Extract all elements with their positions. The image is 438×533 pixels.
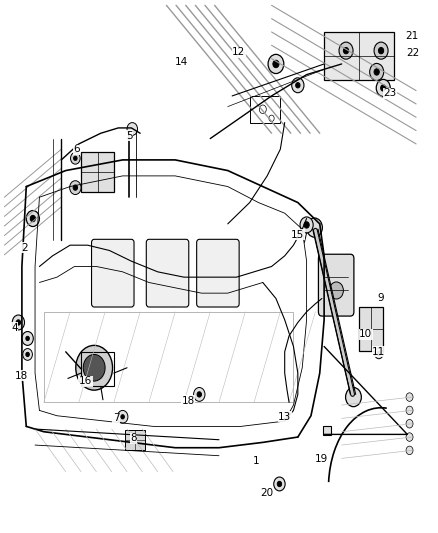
Text: 1: 1 <box>253 456 260 466</box>
Text: 7: 7 <box>113 414 120 423</box>
Text: 8: 8 <box>130 433 137 443</box>
Text: 19: 19 <box>315 455 328 464</box>
FancyBboxPatch shape <box>197 239 239 307</box>
Circle shape <box>376 79 390 96</box>
Circle shape <box>370 63 384 80</box>
Circle shape <box>12 315 25 330</box>
Circle shape <box>378 47 384 54</box>
Text: 13: 13 <box>278 412 291 422</box>
Circle shape <box>381 85 386 91</box>
Circle shape <box>374 69 379 75</box>
Circle shape <box>374 42 388 59</box>
FancyBboxPatch shape <box>318 254 354 316</box>
Circle shape <box>406 419 413 428</box>
Circle shape <box>304 222 309 228</box>
Circle shape <box>26 352 29 357</box>
Circle shape <box>406 406 413 415</box>
Circle shape <box>76 345 113 390</box>
Circle shape <box>197 392 201 397</box>
Bar <box>324 32 394 80</box>
Text: 14: 14 <box>175 58 188 67</box>
Circle shape <box>406 446 413 455</box>
Text: 6: 6 <box>73 144 80 154</box>
Bar <box>323 426 331 435</box>
Bar <box>81 152 114 192</box>
Bar <box>81 352 114 386</box>
Text: 11: 11 <box>372 347 385 357</box>
Text: 15: 15 <box>291 230 304 239</box>
Circle shape <box>296 83 300 88</box>
Circle shape <box>127 123 138 135</box>
Circle shape <box>300 217 313 233</box>
Text: 23: 23 <box>383 88 396 98</box>
Circle shape <box>121 415 124 419</box>
Circle shape <box>339 42 353 59</box>
Text: 18: 18 <box>15 371 28 381</box>
Circle shape <box>16 320 21 325</box>
Circle shape <box>73 185 78 190</box>
Circle shape <box>117 410 128 423</box>
Bar <box>359 307 383 351</box>
Bar <box>250 96 280 123</box>
Text: 18: 18 <box>182 396 195 406</box>
Circle shape <box>71 152 80 164</box>
Circle shape <box>277 481 282 487</box>
FancyBboxPatch shape <box>146 239 189 307</box>
Text: 20: 20 <box>261 488 274 498</box>
Circle shape <box>22 332 33 345</box>
FancyBboxPatch shape <box>92 239 134 307</box>
Circle shape <box>329 282 343 299</box>
Circle shape <box>26 336 29 341</box>
Circle shape <box>307 218 322 237</box>
Text: 22: 22 <box>406 49 419 58</box>
Circle shape <box>30 215 35 222</box>
Circle shape <box>70 181 81 195</box>
Circle shape <box>406 393 413 401</box>
Text: 4: 4 <box>11 323 18 333</box>
Text: 16: 16 <box>79 376 92 386</box>
Text: 21: 21 <box>405 31 418 41</box>
Circle shape <box>292 78 304 93</box>
Bar <box>44 312 293 402</box>
Circle shape <box>74 156 77 160</box>
Text: 5: 5 <box>126 131 133 141</box>
Circle shape <box>23 349 32 360</box>
Circle shape <box>194 387 205 401</box>
Text: 9: 9 <box>378 294 385 303</box>
Circle shape <box>268 54 284 74</box>
Text: 2: 2 <box>21 243 28 253</box>
Circle shape <box>274 477 285 491</box>
Circle shape <box>377 351 381 356</box>
Circle shape <box>374 348 383 359</box>
Circle shape <box>346 387 361 407</box>
Circle shape <box>26 211 39 227</box>
Text: 10: 10 <box>359 329 372 339</box>
Bar <box>125 430 145 450</box>
Circle shape <box>273 60 279 68</box>
Circle shape <box>83 354 105 381</box>
Circle shape <box>406 433 413 441</box>
Text: 12: 12 <box>232 47 245 57</box>
Circle shape <box>343 47 349 54</box>
